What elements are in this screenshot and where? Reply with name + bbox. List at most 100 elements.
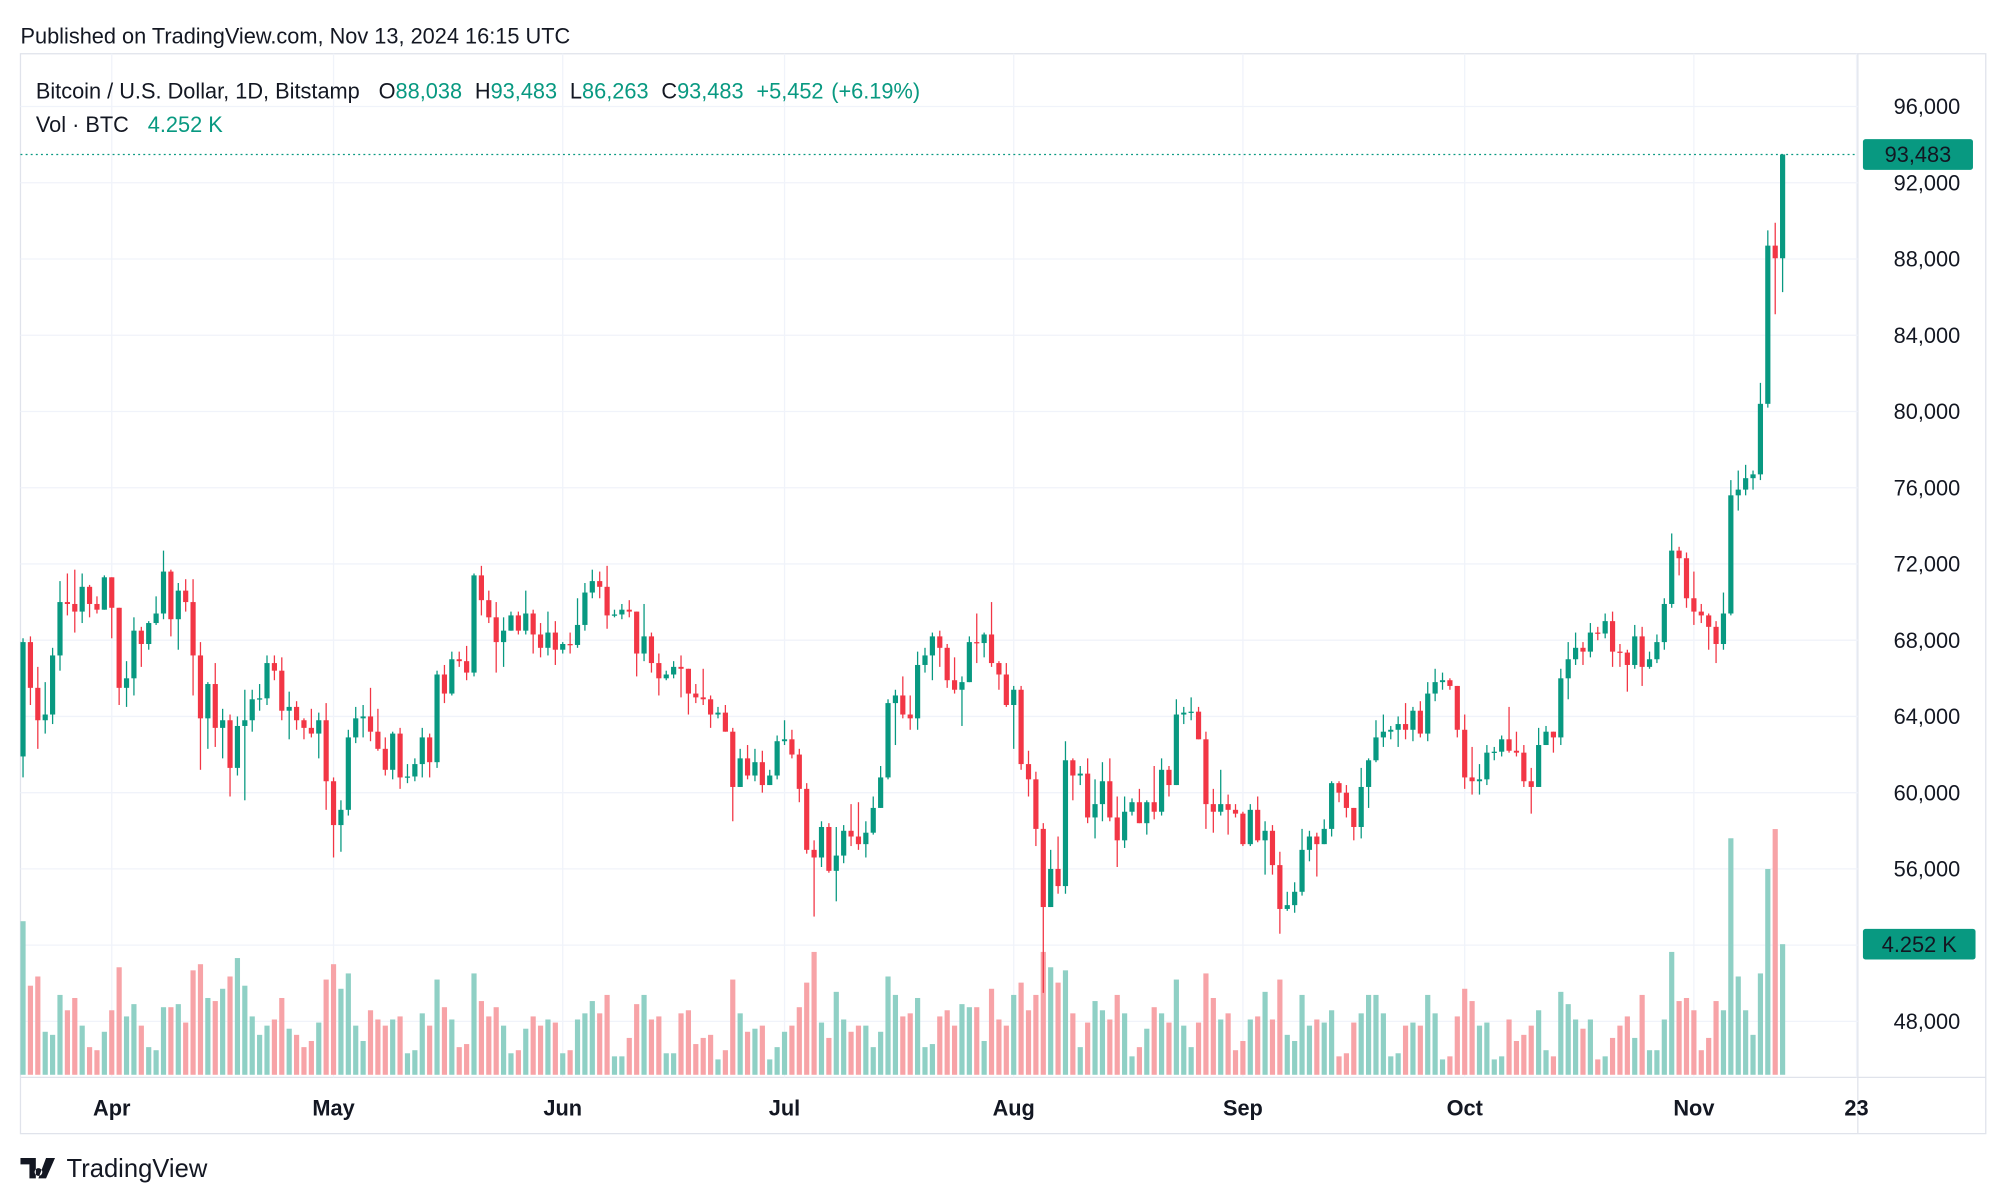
volume-bar xyxy=(870,1047,876,1075)
volume-bar xyxy=(1040,951,1046,1075)
candle-body xyxy=(1040,828,1046,908)
y-tick-label: 84,000 xyxy=(1894,323,1961,348)
volume-bar xyxy=(1573,1019,1579,1075)
candle-body xyxy=(626,609,632,612)
volume-bar xyxy=(449,1019,455,1075)
candle-body xyxy=(1499,739,1505,752)
volume-bar xyxy=(1255,1016,1261,1075)
candle-body xyxy=(774,741,780,776)
volume-bar xyxy=(101,1031,107,1075)
volume-bar xyxy=(1380,1013,1386,1075)
candle-body xyxy=(1765,245,1771,404)
candle-body xyxy=(951,680,958,690)
candle-body xyxy=(286,706,292,711)
candle-body xyxy=(641,636,647,654)
candle-body xyxy=(508,615,514,631)
candle-body xyxy=(20,642,26,757)
volume-bar xyxy=(1683,997,1690,1075)
ohlc-key: O xyxy=(379,79,396,104)
candle-body xyxy=(804,788,810,850)
volume-bar xyxy=(64,1010,70,1075)
volume-bar xyxy=(227,976,233,1075)
volume-bar xyxy=(279,997,285,1075)
y-tick-label: 96,000 xyxy=(1894,94,1961,119)
candle-body xyxy=(656,663,662,679)
volume-bar xyxy=(308,1040,314,1075)
candle-body xyxy=(878,777,884,808)
candle-body xyxy=(1565,659,1571,679)
candle-body xyxy=(1011,689,1017,705)
candle-body xyxy=(1351,807,1357,827)
candle-body xyxy=(168,571,174,620)
volume-bar xyxy=(1122,1013,1128,1075)
candle-body xyxy=(449,659,455,694)
candle-body xyxy=(94,603,100,610)
candle-layer xyxy=(20,154,1786,993)
candle-body xyxy=(900,695,906,715)
volume-bar xyxy=(626,1037,632,1075)
volume-bar xyxy=(1358,1013,1364,1075)
volume-bar xyxy=(560,1053,566,1075)
volume-bar xyxy=(330,964,337,1075)
candle-body xyxy=(146,623,152,645)
candle-body xyxy=(1491,751,1497,753)
candle-body xyxy=(1587,632,1593,652)
candle-body xyxy=(1410,710,1416,730)
volume-bar xyxy=(1587,1019,1593,1075)
x-tick-label: Apr xyxy=(93,1096,131,1121)
x-tick-label: Aug xyxy=(993,1096,1035,1121)
volume-bar xyxy=(767,1059,773,1075)
candle-body xyxy=(183,590,189,603)
volume-bar xyxy=(1218,1019,1224,1075)
candle-body xyxy=(737,758,743,787)
volume-bar xyxy=(730,979,736,1075)
candle-body xyxy=(1743,478,1749,490)
volume-bar xyxy=(1624,1016,1630,1075)
volume-bar xyxy=(604,994,610,1075)
volume-tag xyxy=(1862,928,1976,960)
volume-bar xyxy=(1373,994,1379,1075)
volume-bar xyxy=(1728,838,1734,1075)
candle-body xyxy=(153,613,159,624)
volume-bar xyxy=(759,1025,765,1075)
chart-frame xyxy=(19,53,1987,1135)
volume-bar xyxy=(530,1016,536,1075)
volume-bar xyxy=(1225,1013,1231,1075)
volume-bar xyxy=(316,1022,322,1075)
volume-bar xyxy=(1151,1007,1157,1075)
candle-body xyxy=(382,748,388,770)
candle-body xyxy=(523,613,529,631)
candle-body xyxy=(1181,712,1187,715)
volume-bar xyxy=(212,1001,218,1075)
volume-bar xyxy=(1425,994,1431,1075)
candle-body xyxy=(826,826,832,871)
ohlc-value: 88,038 xyxy=(396,79,463,104)
volume-bar xyxy=(323,979,329,1075)
candle-body xyxy=(1580,647,1586,652)
volume-bar xyxy=(1314,1019,1320,1075)
candle-body xyxy=(1543,731,1549,746)
volume-bar xyxy=(1195,1022,1202,1075)
volume-bar xyxy=(1410,1022,1416,1075)
candle-body xyxy=(478,575,484,601)
candle-body xyxy=(863,832,869,845)
candle-body xyxy=(500,630,507,643)
candle-body xyxy=(671,666,677,675)
candle-body xyxy=(1772,245,1778,259)
candle-body xyxy=(1713,626,1719,645)
candle-body xyxy=(1417,710,1423,734)
candle-body xyxy=(1632,636,1638,665)
volume-bar xyxy=(1462,988,1468,1075)
candle-body xyxy=(1262,830,1268,841)
candle-body xyxy=(1018,689,1024,765)
volume-bar xyxy=(951,1025,958,1075)
candle-body xyxy=(1284,905,1290,909)
candle-body xyxy=(722,712,728,732)
volume-bar xyxy=(1262,991,1268,1075)
candle-body xyxy=(744,758,751,776)
volume-bar xyxy=(1299,994,1305,1075)
candle-body xyxy=(1454,685,1460,730)
volume-bar xyxy=(1565,1004,1571,1075)
